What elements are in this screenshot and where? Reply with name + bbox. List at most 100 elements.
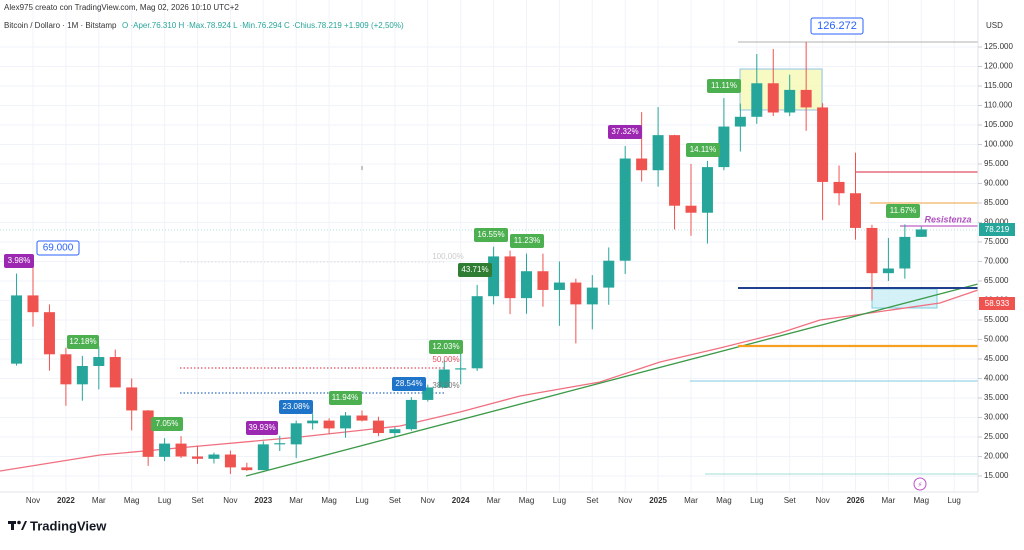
candles [11,42,927,475]
x-tick-label: Lug [750,496,763,505]
x-tick-label: Mar [487,496,501,505]
moving-average [0,289,979,472]
candle-body [471,296,483,369]
currency: USD [986,21,1003,30]
symbol: Bitcoin / Dollaro · 1M · Bitstamp [4,21,117,30]
candle-body [586,287,598,305]
candle-body [192,456,203,459]
ohlc: O ·Aper.76.310 H ·Max.78.924 L ·Min.76.2… [122,21,404,30]
candle-body [784,89,796,113]
x-tick-label: Mag [716,496,732,505]
candle-body [290,423,302,445]
annotation: 11.11% [711,81,737,90]
y-tick-label: 45.000 [984,354,1009,363]
candle-body [356,415,368,421]
y-tick-label: 95.000 [984,159,1009,168]
label-box [392,377,426,391]
label-box [151,417,183,431]
y-tick-label: 55.000 [984,315,1009,324]
candle-body [718,126,730,168]
candle-body [652,135,664,171]
price-tag-label: 58.933 [985,299,1010,308]
candle-body [224,454,236,468]
x-tick-label: Mar [684,496,698,505]
x-tick-label: Mar [92,496,106,505]
candle-body [372,420,384,434]
y-tick-label: 115.000 [984,81,1013,90]
x-tick-label: 2025 [649,496,667,505]
candle-body [27,295,39,313]
y-tick-label: 90.000 [984,179,1009,188]
x-tick-label: Lug [158,496,171,505]
candle-body [208,454,220,459]
x-tick-label: Mag [124,496,140,505]
candle-body [751,83,763,117]
candle-body [241,467,253,471]
y-tick-label: 25.000 [984,432,1009,441]
annotation: 11.67% [890,206,917,215]
candle-body [60,354,72,385]
event-icon[interactable]: ⚡ [918,481,923,489]
brand: TradingView [30,518,107,533]
label-box [510,234,544,248]
x-tick-label: Lug [553,496,566,505]
candle-body [866,227,878,274]
annotation: 37.32% [611,127,638,136]
callout-box [36,240,80,256]
price-tag [979,223,1015,236]
logo [21,521,27,530]
label-box [67,335,99,349]
y-tick-label: 75.000 [984,237,1009,246]
annotation: 16.55% [477,230,504,239]
x-tick-label: 2026 [847,496,865,505]
annotation: 11.23% [514,236,541,245]
annotation: 23.08% [282,402,309,411]
candle-body [43,312,55,355]
y-tick-label: 85.000 [984,198,1009,207]
label-box [246,421,278,435]
label-box [707,79,741,93]
candle-body [521,271,532,299]
candle-body [274,443,286,445]
candle-body [685,205,697,213]
y-tick-label: 105.000 [984,120,1013,129]
x-tick-label: Nov [223,496,237,505]
x-tick-label: Set [586,496,599,505]
candle-body [603,260,615,288]
label-box [474,228,508,242]
annotation: 12.18% [69,337,96,346]
candle-body [389,429,401,434]
y-tick-label: 80.000 [984,218,1009,227]
candle-body [504,256,516,299]
y-tick-label: 65.000 [984,276,1009,285]
annotation: 39.93% [248,423,275,432]
y-tick-label: 110.000 [984,101,1013,110]
annotation: 28.54% [395,379,422,388]
candle-body [307,420,319,424]
x-tick-label: Set [191,496,204,505]
candle-body [619,158,631,261]
candle-body [800,89,812,108]
annotation: 43.71% [461,265,488,274]
callout-box [810,17,864,35]
x-tick-label: 2023 [254,496,272,505]
y-tick-label: 70.000 [984,257,1009,266]
annotation: 11.94% [332,393,359,402]
candle-body [323,420,335,429]
fib-label: 38,20% [432,381,459,390]
candle-body [422,387,434,400]
y-tick-label: 50.000 [984,335,1009,344]
y-tick-label: 20.000 [984,452,1009,461]
x-tick-label: Nov [26,496,40,505]
fib-label: 50,00% [432,355,459,364]
candle-body [817,107,829,182]
annotation: 3.98% [8,256,31,265]
event-icon[interactable] [913,477,927,491]
y-tick-label: 125.000 [984,42,1013,51]
candle-body [915,229,927,237]
candle-body [899,236,911,269]
candle-body [405,399,417,430]
annotation: 126.272 [817,20,857,32]
